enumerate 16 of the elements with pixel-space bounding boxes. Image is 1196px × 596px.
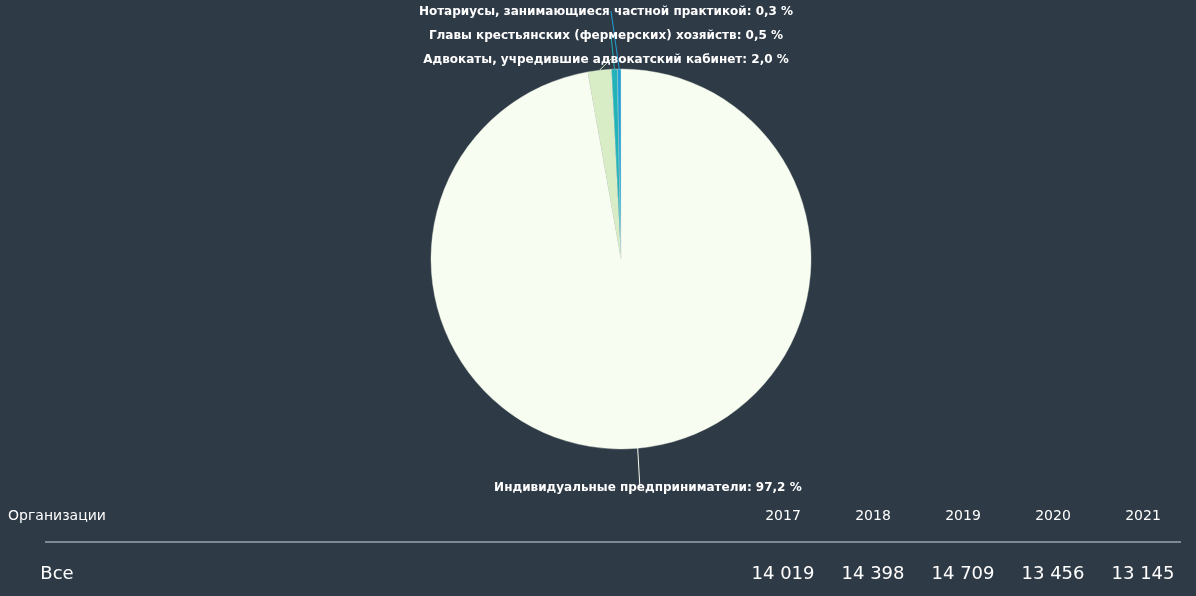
text: 2019 bbox=[945, 507, 981, 523]
slice-label: Главы крестьянских (фермерских) хозяйств: 0,5 % bbox=[428, 28, 784, 42]
text: 14 398 bbox=[841, 562, 905, 583]
text: 14 709 bbox=[931, 562, 995, 583]
text: 13 145 bbox=[1111, 562, 1175, 583]
text: 2018 bbox=[855, 507, 891, 523]
text: 2020 bbox=[1035, 507, 1071, 523]
slice-label: Нотариусы, занимающиеся частной практикой: 0,3 % bbox=[418, 4, 794, 18]
text: 14 019 bbox=[751, 562, 815, 583]
text: Все bbox=[40, 562, 74, 583]
text: 13 456 bbox=[1021, 562, 1085, 583]
slice-label: Индивидуальные предприниматели: 97,2 % bbox=[494, 480, 802, 495]
text: 2021 bbox=[1125, 507, 1161, 523]
slice-label: Адвокаты, учредившие адвокатский кабинет: 2,0 % bbox=[423, 52, 789, 66]
text: 2017 bbox=[765, 507, 801, 523]
text: Организации bbox=[8, 507, 106, 523]
